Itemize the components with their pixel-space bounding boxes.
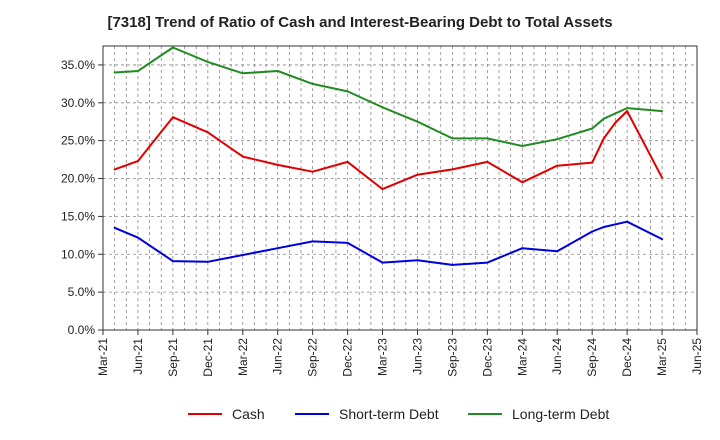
data-point-cash (591, 161, 594, 164)
x-tick-label: Sep-21 (166, 338, 180, 377)
y-tick-label: 5.0% (68, 285, 96, 299)
data-point-long-term-debt (311, 82, 314, 85)
x-tick-label: Mar-25 (655, 338, 669, 376)
data-point-short-term-debt (486, 261, 489, 264)
series-line-long-term-debt (114, 46, 663, 147)
axes: 0.0% 5.0% 10.0% 15.0% 20.0% 25.0% 30.0% 35.0% Ma… (61, 45, 704, 377)
data-point-cash (614, 121, 617, 124)
data-point-long-term-debt (591, 127, 594, 130)
data-point-cash (206, 131, 209, 134)
data-point-long-term-debt (346, 90, 349, 93)
data-point-long-term-debt (626, 107, 629, 110)
x-tick-label: Mar-23 (376, 338, 390, 376)
data-point-short-term-debt (416, 259, 419, 262)
data-point-cash (602, 137, 605, 140)
data-point-short-term-debt (241, 254, 244, 257)
data-point-long-term-debt (241, 72, 244, 75)
data-point-cash (113, 168, 116, 171)
data-point-cash (241, 155, 244, 158)
x-tick-label: Dec-21 (201, 338, 215, 377)
data-point-short-term-debt (136, 236, 139, 239)
data-point-long-term-debt (602, 117, 605, 120)
data-point-long-term-debt (486, 137, 489, 140)
series-lines (113, 46, 664, 266)
y-tick-label: 20.0% (61, 172, 95, 186)
x-tick-label: Jun-22 (271, 338, 285, 375)
data-point-cash (416, 173, 419, 176)
legend-label-long-term-debt: Long-term Debt (512, 406, 609, 422)
data-point-cash (486, 160, 489, 163)
data-point-short-term-debt (626, 220, 629, 223)
x-tick-label: Jun-21 (131, 338, 145, 375)
data-point-long-term-debt (113, 71, 116, 74)
data-point-short-term-debt (113, 226, 116, 229)
data-point-cash (311, 170, 314, 173)
data-point-short-term-debt (661, 238, 664, 241)
data-point-cash (171, 116, 174, 119)
chart-title: [7318] Trend of Ratio of Cash and Intere… (107, 14, 613, 31)
plot-frame (102, 45, 698, 331)
y-tick-label: 10.0% (61, 247, 95, 261)
data-point-long-term-debt (171, 46, 174, 49)
legend: Cash Short-term Debt Long-term Debt (188, 406, 609, 422)
data-point-short-term-debt (602, 226, 605, 229)
y-tick-label: 30.0% (61, 96, 95, 110)
x-tick-label: Jun-24 (550, 338, 564, 375)
y-tick-label: 35.0% (61, 58, 95, 72)
data-point-cash (626, 110, 629, 113)
data-point-short-term-debt (451, 263, 454, 266)
data-point-cash (381, 188, 384, 191)
data-point-short-term-debt (591, 230, 594, 233)
data-point-short-term-debt (381, 261, 384, 264)
x-tick-label: Mar-24 (515, 338, 529, 376)
data-point-cash (661, 176, 664, 179)
x-tick-label: Dec-23 (480, 338, 494, 377)
data-point-cash (521, 181, 524, 184)
grid (103, 46, 697, 330)
data-point-long-term-debt (381, 106, 384, 109)
data-point-cash (346, 160, 349, 163)
data-point-short-term-debt (276, 247, 279, 250)
data-point-short-term-debt (311, 240, 314, 243)
x-tick-label: Dec-24 (620, 338, 634, 377)
data-point-short-term-debt (346, 241, 349, 244)
legend-label-short-term-debt: Short-term Debt (339, 406, 439, 422)
x-tick-label: Jun-23 (410, 338, 424, 375)
x-tick-label: Jun-25 (690, 338, 704, 375)
data-point-short-term-debt (521, 247, 524, 250)
data-point-cash (136, 160, 139, 163)
x-tick-label: Sep-23 (445, 338, 459, 377)
legend-label-cash: Cash (232, 406, 265, 422)
data-point-long-term-debt (416, 120, 419, 123)
data-point-long-term-debt (556, 138, 559, 141)
data-point-cash (556, 164, 559, 167)
x-tick-label: Sep-24 (585, 338, 599, 377)
x-tick-label: Sep-22 (306, 338, 320, 377)
data-point-cash (276, 163, 279, 166)
data-point-cash (451, 168, 454, 171)
y-tick-label: 0.0% (68, 323, 96, 337)
data-point-long-term-debt (521, 144, 524, 147)
x-tick-label: Dec-22 (341, 338, 355, 377)
data-point-long-term-debt (206, 60, 209, 63)
data-point-short-term-debt (556, 250, 559, 253)
data-point-short-term-debt (171, 260, 174, 263)
data-point-short-term-debt (206, 260, 209, 263)
x-tick-label: Mar-22 (236, 338, 250, 376)
data-point-long-term-debt (136, 69, 139, 72)
y-tick-label: 15.0% (61, 209, 95, 223)
series-line-short-term-debt (114, 220, 663, 266)
data-point-long-term-debt (661, 110, 664, 113)
x-tick-label: Mar-21 (96, 338, 110, 376)
data-point-long-term-debt (451, 137, 454, 140)
series-line-cash (114, 110, 663, 191)
y-tick-label: 25.0% (61, 134, 95, 148)
data-point-long-term-debt (276, 69, 279, 72)
